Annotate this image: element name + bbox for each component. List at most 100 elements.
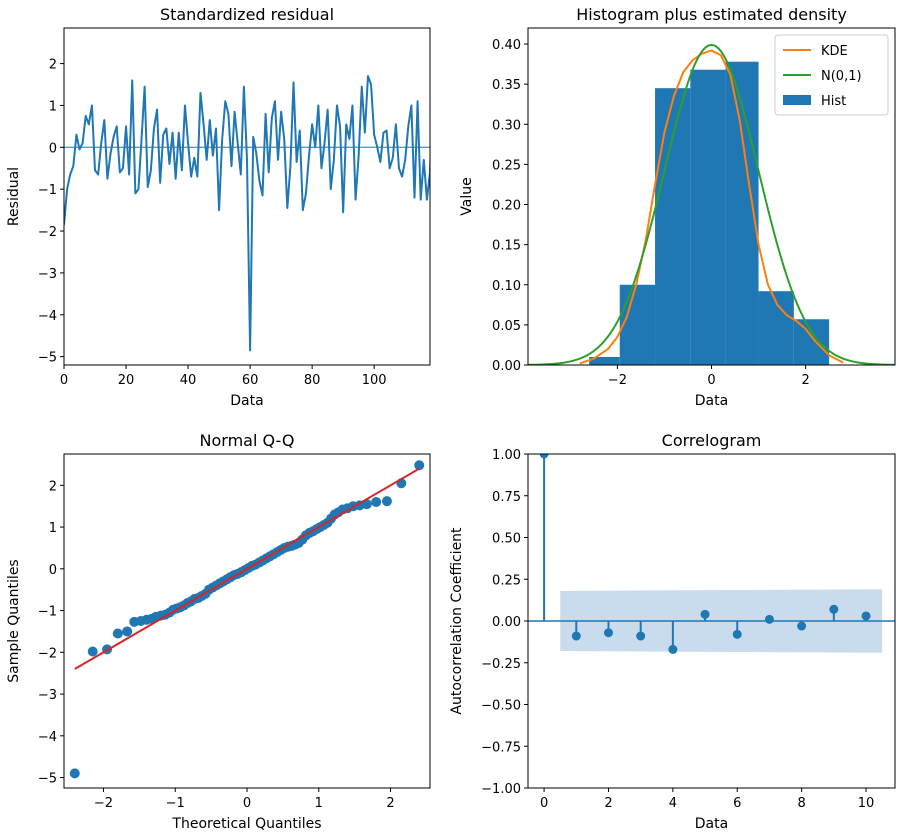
y-axis-label: Sample Quantiles xyxy=(6,559,22,682)
y-tick-label: −4 xyxy=(38,309,57,324)
y-tick-label: −1.00 xyxy=(481,782,521,797)
y-tick-label: 0.30 xyxy=(492,118,521,133)
x-axis-label: Theoretical Quantiles xyxy=(171,816,321,832)
hist-bar xyxy=(690,69,726,365)
residual-series-line xyxy=(64,75,430,352)
acf-marker xyxy=(603,628,613,638)
legend-normal: N(0,1) xyxy=(783,69,862,84)
qq-reference-line xyxy=(74,467,420,670)
resid-axes: 0 20 40 60 80 100 −5 −4 −3 −2 −1 0 1 2 Standardized re… xyxy=(6,5,431,409)
y-tick-label: −3 xyxy=(38,688,57,703)
acf-marker xyxy=(861,611,871,621)
x-axis-label: Data xyxy=(695,816,728,832)
y-tick-label: 0.00 xyxy=(492,615,521,630)
acf-marker xyxy=(571,631,581,641)
y-tick-label: 0.25 xyxy=(492,158,521,173)
acf-marker xyxy=(764,614,774,624)
plot-frame xyxy=(63,27,431,366)
qq-plot-area xyxy=(69,460,425,779)
x-tick-label: 2 xyxy=(604,796,612,811)
legend-hist: Hist xyxy=(783,94,846,109)
acf-marker xyxy=(539,454,549,459)
y-tick-label: 0.15 xyxy=(492,239,521,254)
y-tick-label: 2 xyxy=(49,58,57,73)
legend-kde: KDE xyxy=(783,44,848,59)
chart-title: Standardized residual xyxy=(160,5,334,24)
y-tick-label: −0.25 xyxy=(481,657,521,672)
x-tick-label: 2 xyxy=(386,796,394,811)
x-tick-label: 6 xyxy=(733,796,741,811)
y-tick-label: 0.50 xyxy=(492,532,521,547)
x-tick-label: 0 xyxy=(243,796,251,811)
y-tick-label: 0.05 xyxy=(492,319,521,334)
hist-bar xyxy=(655,88,691,365)
y-axis-label: Autocorrelation Coefficient xyxy=(449,527,465,715)
hist-axes: −2 0 2 0.00 0.05 0.10 0.15 0.20 0.25 0.30 0.35 0.40… xyxy=(459,5,896,409)
y-tick-label: 0.75 xyxy=(492,490,521,505)
x-tick-label: 0 xyxy=(540,796,548,811)
y-axis-label: Residual xyxy=(6,167,22,226)
x-tick-label: 20 xyxy=(118,373,135,388)
acf-frame: 0 2 4 6 8 10 −1.00 −0.75 −0.50 −0.25 0.00 0.25 0.50 0… xyxy=(449,431,896,832)
y-tick-label: 0.40 xyxy=(492,38,521,53)
y-tick-label: −0.50 xyxy=(481,699,521,714)
qq-point xyxy=(371,497,382,508)
y-tick-label: −1 xyxy=(38,183,57,198)
y-tick-label: 1 xyxy=(49,99,57,114)
y-tick-label: −5 xyxy=(38,772,57,787)
y-axis-label: Value xyxy=(459,177,475,215)
legend-label: KDE xyxy=(821,44,848,59)
qq-point xyxy=(112,628,123,639)
qq-point xyxy=(87,646,98,657)
acf-plot-area xyxy=(528,454,895,654)
x-tick-label: −2 xyxy=(94,796,113,811)
resid-plot-area xyxy=(64,75,430,352)
y-tick-label: 0 xyxy=(49,141,57,156)
y-tick-label: 0.20 xyxy=(492,199,521,214)
acf-marker xyxy=(797,621,807,631)
y-tick-label: 1 xyxy=(49,521,57,536)
y-tick-label: −3 xyxy=(38,267,57,282)
x-tick-label: 2 xyxy=(801,373,809,388)
qq-frame: −2 −1 0 1 2 −5 −4 −3 −2 −1 0 1 2 Normal Q-Q Theoretica… xyxy=(6,431,431,832)
qq-point xyxy=(381,496,392,507)
x-axis-label: Data xyxy=(230,393,263,409)
chart-title: Histogram plus estimated density xyxy=(576,5,847,24)
resid-frame: 0 20 40 60 80 100 −5 −4 −3 −2 −1 0 1 2 Standardized re… xyxy=(6,5,431,409)
hist-bar xyxy=(793,319,830,365)
x-tick-label: 4 xyxy=(669,796,677,811)
acf-marker xyxy=(668,644,678,654)
y-tick-label: −4 xyxy=(38,730,57,745)
hist-bar xyxy=(589,356,620,365)
acf-marker xyxy=(829,604,839,614)
y-tick-label: 0.35 xyxy=(492,78,521,93)
hist-frame: −2 0 2 0.00 0.05 0.10 0.15 0.20 0.25 0.30 0.35 0.40… xyxy=(459,5,896,409)
x-tick-label: 60 xyxy=(242,373,259,388)
x-tick-label: 1 xyxy=(315,796,323,811)
y-tick-label: −2 xyxy=(38,225,57,240)
hist-plot-area xyxy=(528,43,895,365)
y-tick-label: 2 xyxy=(49,479,57,494)
legend-label: Hist xyxy=(821,94,846,109)
qq-point xyxy=(69,768,80,779)
legend-swatch xyxy=(783,95,811,105)
x-tick-label: 0 xyxy=(707,373,715,388)
x-tick-label: 10 xyxy=(858,796,875,811)
x-tick-label: 8 xyxy=(797,796,805,811)
legend-label: N(0,1) xyxy=(821,69,862,84)
y-tick-label: −0.75 xyxy=(481,740,521,755)
y-tick-label: 0 xyxy=(49,563,57,578)
x-tick-label: 100 xyxy=(362,373,387,388)
kde-line xyxy=(579,49,844,365)
x-tick-label: −2 xyxy=(608,373,627,388)
acf-marker xyxy=(636,631,646,641)
x-tick-label: −1 xyxy=(166,796,185,811)
chart-title: Normal Q-Q xyxy=(200,431,295,450)
x-tick-label: 80 xyxy=(304,373,321,388)
qq-axes: −2 −1 0 1 2 −5 −4 −3 −2 −1 0 1 2 Normal Q-Q Theoretica… xyxy=(6,431,431,832)
acf-axes: 0 2 4 6 8 10 −1.00 −0.75 −0.50 −0.25 0.00 0.25 0.50 0… xyxy=(449,431,896,832)
y-tick-label: 1.00 xyxy=(492,448,521,463)
y-tick-label: −1 xyxy=(38,605,57,620)
normal-density-line xyxy=(528,43,895,365)
chart-title: Correlogram xyxy=(662,431,762,450)
